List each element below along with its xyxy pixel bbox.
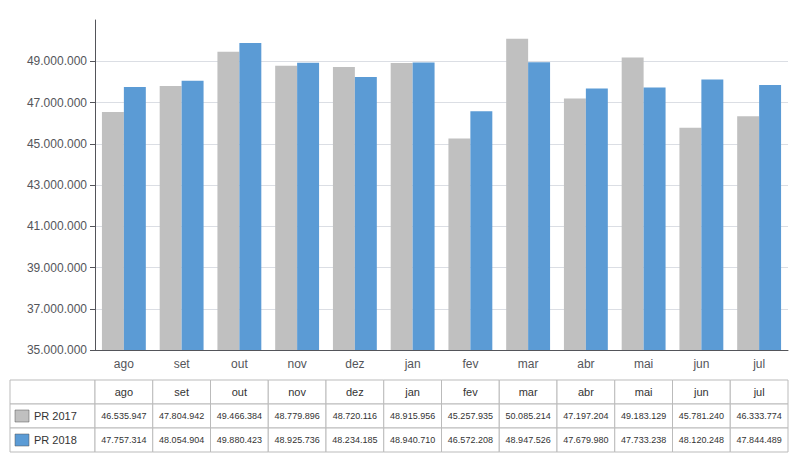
svg-text:48.947.526: 48.947.526	[506, 435, 551, 445]
svg-text:47.197.204: 47.197.204	[563, 411, 608, 421]
svg-text:ago: ago	[114, 357, 134, 371]
svg-text:mai: mai	[635, 386, 653, 398]
svg-text:jun: jun	[693, 386, 709, 398]
svg-text:45.257.935: 45.257.935	[448, 411, 493, 421]
svg-text:37.000.000: 37.000.000	[27, 302, 87, 316]
svg-text:jul: jul	[753, 386, 765, 398]
svg-text:46.535.947: 46.535.947	[101, 411, 146, 421]
svg-text:47.733.238: 47.733.238	[621, 435, 666, 445]
svg-text:47.757.314: 47.757.314	[101, 435, 146, 445]
svg-text:dez: dez	[345, 357, 364, 371]
svg-text:47.804.942: 47.804.942	[159, 411, 204, 421]
svg-text:41.000.000: 41.000.000	[27, 219, 87, 233]
svg-text:jan: jan	[404, 357, 421, 371]
svg-text:nov: nov	[288, 386, 306, 398]
svg-text:jul: jul	[752, 357, 765, 371]
svg-text:35.000.000: 35.000.000	[27, 343, 87, 357]
svg-text:47.844.489: 47.844.489	[737, 435, 782, 445]
svg-text:49.880.423: 49.880.423	[217, 435, 262, 445]
svg-text:48.054.904: 48.054.904	[159, 435, 204, 445]
svg-text:48.120.248: 48.120.248	[679, 435, 724, 445]
svg-text:dez: dez	[346, 386, 364, 398]
svg-text:46.333.774: 46.333.774	[737, 411, 782, 421]
svg-text:49.183.129: 49.183.129	[621, 411, 666, 421]
svg-text:out: out	[231, 357, 248, 371]
svg-text:fev: fev	[463, 386, 478, 398]
svg-text:abr: abr	[578, 386, 594, 398]
svg-text:48.925.736: 48.925.736	[275, 435, 320, 445]
svg-text:set: set	[174, 386, 189, 398]
svg-text:mar: mar	[519, 386, 538, 398]
svg-text:48.940.710: 48.940.710	[390, 435, 435, 445]
svg-text:jun: jun	[692, 357, 709, 371]
svg-text:jan: jan	[404, 386, 420, 398]
svg-text:set: set	[174, 357, 191, 371]
svg-text:43.000.000: 43.000.000	[27, 178, 87, 192]
svg-text:48.234.185: 48.234.185	[332, 435, 377, 445]
svg-text:PR 2018: PR 2018	[34, 434, 77, 446]
svg-text:47.000.000: 47.000.000	[27, 96, 87, 110]
svg-text:45.781.240: 45.781.240	[679, 411, 724, 421]
svg-text:abr: abr	[577, 357, 594, 371]
svg-text:49.000.000: 49.000.000	[27, 54, 87, 68]
svg-text:50.085.214: 50.085.214	[506, 411, 551, 421]
svg-text:nov: nov	[287, 357, 306, 371]
svg-text:fev: fev	[462, 357, 478, 371]
svg-text:45.000.000: 45.000.000	[27, 137, 87, 151]
svg-text:mar: mar	[518, 357, 539, 371]
svg-text:mai: mai	[634, 357, 653, 371]
svg-text:PR 2017: PR 2017	[34, 410, 77, 422]
svg-text:48.720.116: 48.720.116	[333, 411, 377, 421]
svg-text:39.000.000: 39.000.000	[27, 261, 87, 275]
svg-text:47.679.980: 47.679.980	[563, 435, 608, 445]
svg-text:49.466.384: 49.466.384	[217, 411, 262, 421]
svg-text:48.779.896: 48.779.896	[275, 411, 320, 421]
svg-text:46.572.208: 46.572.208	[448, 435, 493, 445]
svg-text:ago: ago	[115, 386, 133, 398]
svg-text:48.915.956: 48.915.956	[390, 411, 435, 421]
svg-text:out: out	[232, 386, 247, 398]
